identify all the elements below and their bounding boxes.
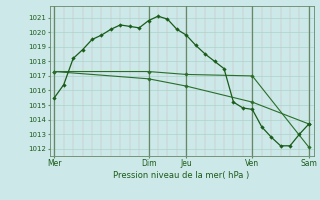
X-axis label: Pression niveau de la mer( hPa ): Pression niveau de la mer( hPa ) [114,171,250,180]
